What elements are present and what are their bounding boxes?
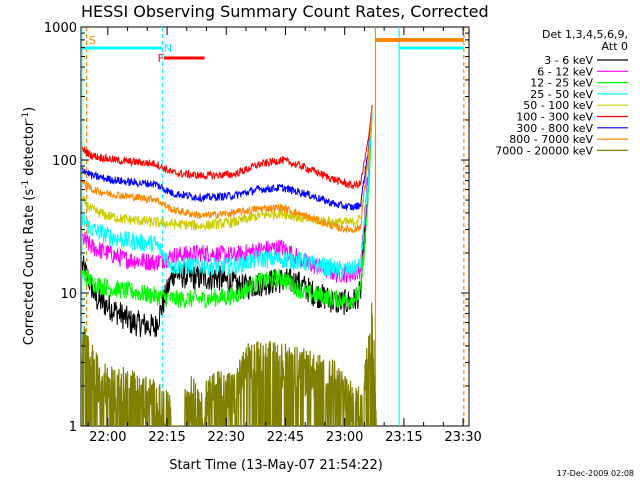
x-tick-label: 23:15 xyxy=(385,430,422,445)
flag-label-n: N xyxy=(164,42,172,55)
x-tick-label: 22:45 xyxy=(267,430,304,445)
legend-label: 3 - 6 keV xyxy=(544,54,593,67)
legend-label: 12 - 25 keV xyxy=(530,77,593,90)
legend-title-line-2: Att 0 xyxy=(602,40,628,53)
y-tick-label: 1000 xyxy=(44,21,77,36)
y-axis-label: Corrected Count Rate (s-1 detector-1) xyxy=(21,107,37,345)
series-line xyxy=(81,104,373,190)
series-line xyxy=(81,106,373,211)
flag-layer: S NF xyxy=(81,34,464,65)
chart-title: HESSI Observing Summary Count Rates, Cor… xyxy=(81,2,489,21)
x-tick-label: 22:15 xyxy=(148,430,185,445)
x-tick-label: 22:00 xyxy=(89,430,126,445)
series-line xyxy=(81,111,373,338)
legend-label: 25 - 50 keV xyxy=(530,88,593,101)
x-axis-label: Start Time (13-May-07 21:54:22) xyxy=(169,458,383,473)
x-tick-label: 23:00 xyxy=(326,430,363,445)
x-tick-label: 23:30 xyxy=(444,430,481,445)
legend-label: 300 - 800 keV xyxy=(516,122,593,135)
series-line xyxy=(81,114,373,309)
series-layer xyxy=(81,104,377,426)
legend-label: 800 - 7000 keV xyxy=(509,133,593,146)
legend-label: 100 - 300 keV xyxy=(516,111,593,124)
y-tick-label: 1 xyxy=(69,420,77,435)
flag-label-f: F xyxy=(158,52,164,65)
legend-label: 7000 - 20000 keV xyxy=(495,144,593,157)
y-axis: 1 10 100 1000 xyxy=(44,21,469,435)
series-line xyxy=(81,108,373,231)
x-axis: 22:00 22:15 22:30 22:45 23:00 23:15 23:30 xyxy=(87,27,482,445)
series-line xyxy=(81,107,373,234)
x-tick-label: 22:30 xyxy=(208,430,245,445)
legend-label: 50 - 100 keV xyxy=(523,99,593,112)
series-line xyxy=(81,111,373,279)
flag-label-s: S xyxy=(89,34,96,47)
y-tick-label: 100 xyxy=(52,154,77,169)
timestamp: 17-Dec-2009 02:08 xyxy=(557,469,634,478)
series-line xyxy=(81,302,377,426)
series-line xyxy=(81,108,373,283)
y-tick-label: 10 xyxy=(60,287,77,302)
legend-title-line-1: Det 1,3,4,5,6,9, xyxy=(542,28,628,41)
legend-label: 6 - 12 keV xyxy=(537,65,593,78)
